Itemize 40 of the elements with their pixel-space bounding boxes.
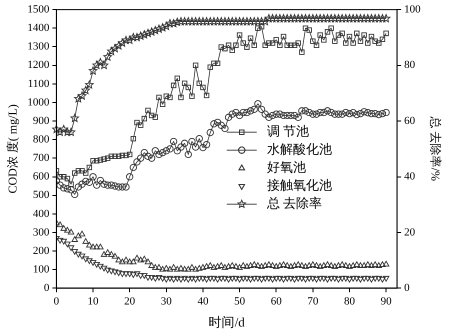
y-tick-label: 0	[44, 282, 50, 294]
y-tick-label: 200	[32, 244, 50, 257]
legend-label: 调 节池	[266, 124, 309, 139]
y-tick-label: 700	[32, 152, 50, 164]
y-tick-label: 1500	[27, 3, 50, 16]
x-axis-title: 时间/d	[208, 314, 246, 330]
x-tick-label: 60	[270, 296, 282, 308]
y2-tick-label: 40	[404, 170, 416, 183]
y-tick-label: 900	[32, 114, 50, 127]
x-tick-label: 20	[124, 296, 136, 308]
y-axis-title: COD浓 度( mg/L)	[5, 104, 20, 194]
y2-tick-label: 20	[404, 226, 416, 238]
legend-label: 接触氧化池	[266, 178, 332, 193]
y2-tick-label: 100	[404, 3, 422, 16]
y-tick-label: 1100	[28, 78, 50, 90]
y-tick-label: 100	[32, 264, 50, 276]
y2-tick-label: 0	[404, 282, 410, 294]
y-tick-label: 400	[32, 208, 50, 220]
y2-tick-label: 60	[404, 114, 416, 127]
x-tick-label: 80	[344, 296, 356, 308]
y-tick-label: 800	[32, 134, 50, 146]
y-tick-label: 600	[32, 170, 50, 183]
x-tick-label: 40	[197, 296, 209, 308]
x-tick-label: 10	[88, 296, 100, 308]
y2-axis-title: 总 去除率/%	[428, 116, 443, 182]
x-tick-label: 30	[160, 296, 172, 308]
y-tick-label: 1300	[27, 40, 50, 53]
x-tick-label: 50	[234, 296, 246, 308]
y2-tick-label: 80	[404, 59, 416, 72]
y-tick-label: 1200	[27, 59, 50, 72]
y-tick-label: 1000	[27, 96, 50, 108]
y-tick-label: 1400	[27, 22, 50, 34]
y-tick-label: 500	[32, 189, 50, 202]
legend-label: 水解酸化池	[266, 142, 332, 157]
x-tick-label: 70	[307, 296, 319, 308]
legend-label: 好氧池	[266, 160, 306, 175]
x-tick-label: 90	[380, 296, 392, 308]
x-tick-label: 0	[54, 296, 60, 308]
legend-label: 总 去除率	[266, 196, 322, 211]
y-tick-label: 300	[32, 226, 50, 238]
